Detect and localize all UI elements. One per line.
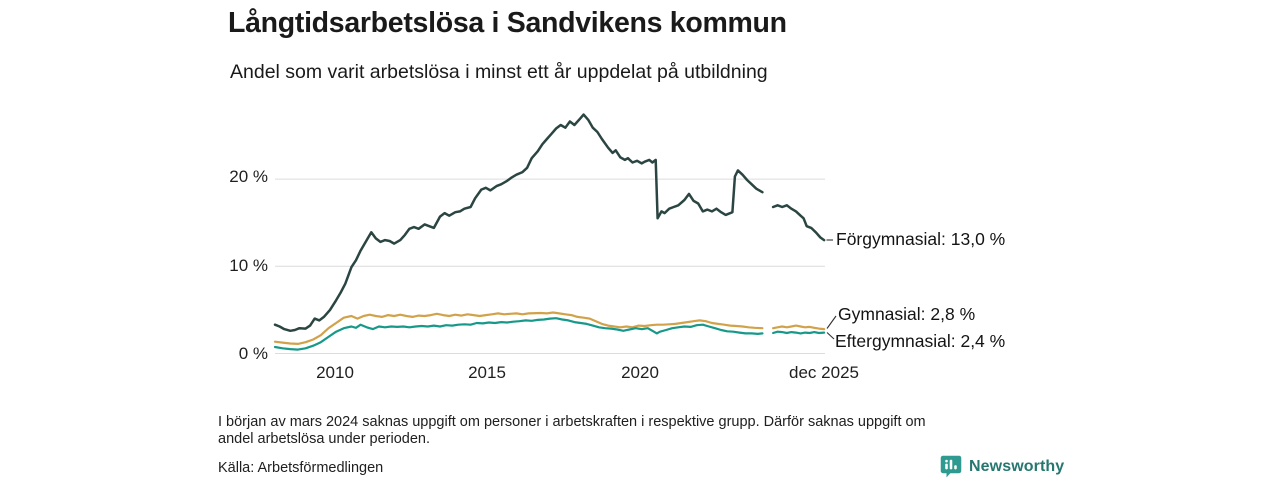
source-text: Källa: Arbetsförmedlingen (218, 460, 384, 476)
newsworthy-logo[interactable]: Newsworthy (940, 455, 1064, 478)
y-tick-10: 10 % (229, 256, 268, 275)
newsworthy-bubble-bar-chart-icon (940, 455, 962, 478)
footnote-line-2: andel arbetslösa under perioden. (218, 431, 431, 447)
footnote-line-1: I början av mars 2024 saknas uppgift om … (218, 414, 926, 430)
page-title: Långtidsarbetslösa i Sandvikens kommun (228, 7, 787, 39)
y-tick-20: 20 % (229, 167, 268, 186)
series-line-förgymnasial-seg1 (273, 113, 764, 333)
x-tick-2010: 2010 (316, 363, 354, 382)
leader-gymnasial (826, 315, 837, 329)
annotation-leaders (826, 239, 837, 340)
leader-eftergymnasial (826, 332, 835, 340)
series-line-gymnasial-seg1 (273, 311, 764, 345)
end-label-forgymnasial: Förgymnasial: 13,0 % (836, 229, 1006, 249)
series-line-gymnasial-seg2 (771, 324, 826, 331)
series-lines (273, 113, 826, 351)
series-line-eftergymnasial-seg2 (771, 330, 826, 335)
end-label-eftergymnasial: Eftergymnasial: 2,4 % (835, 331, 1006, 351)
series-line-förgymnasial-seg2 (771, 204, 826, 242)
gridlines (275, 178, 825, 354)
series-line-eftergymnasial-seg1 (273, 317, 764, 351)
x-tick-2015: 2015 (468, 363, 506, 382)
x-tick-dec-2025: dec 2025 (789, 363, 859, 382)
x-tick-2020: 2020 (621, 363, 659, 382)
end-label-gymnasial: Gymnasial: 2,8 % (838, 304, 976, 324)
page-subtitle: Andel som varit arbetslösa i minst ett å… (230, 61, 768, 83)
y-tick-0: 0 % (238, 344, 268, 363)
newsworthy-logo-text: Newsworthy (969, 457, 1065, 475)
